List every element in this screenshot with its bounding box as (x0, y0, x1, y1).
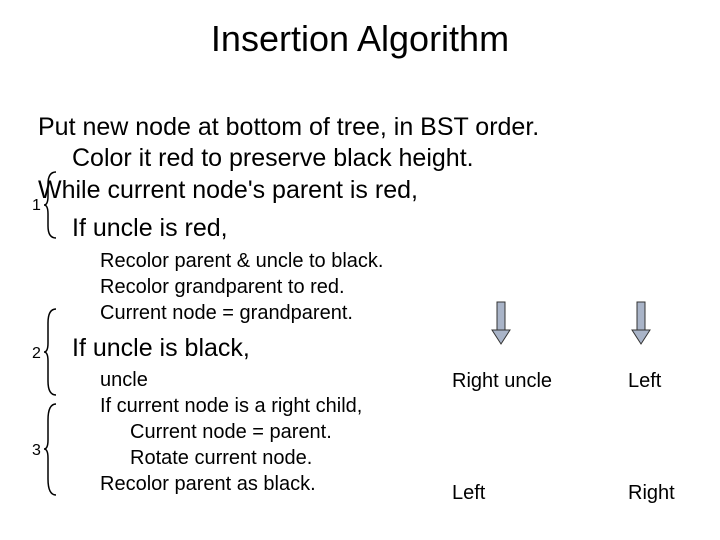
line-put-new-node: Put new node at bottom of tree, in BST o… (32, 112, 700, 143)
line-recolor-grandparent: Recolor grandparent to red. (32, 274, 700, 300)
arrow-down-1 (490, 300, 512, 346)
brace-3 (42, 402, 60, 497)
label-right-2: Right (628, 482, 675, 505)
label-left-2: Left (452, 482, 485, 505)
line-if-uncle-black: If uncle is black, (32, 332, 700, 365)
line-color-red: Color it red to preserve black height. (32, 143, 700, 174)
line-current-grandparent: Current node = grandparent. (32, 300, 700, 326)
brace-1 (42, 170, 60, 240)
page-title: Insertion Algorithm (0, 0, 720, 60)
line-current-parent: Current node = parent. (32, 419, 700, 445)
brace-2 (42, 307, 60, 397)
step-number-3: 3 (32, 442, 41, 460)
step-number-1: 1 (32, 197, 41, 215)
content-region: 1 2 3 Put new node at bottom of tree, in… (32, 112, 700, 497)
arrow-down-2 (630, 300, 652, 346)
line-if-right-child: If current node is a right child, (32, 393, 700, 419)
line-if-uncle-red: If uncle is red, (32, 212, 700, 245)
line-rotate-current: Rotate current node. (32, 445, 700, 471)
label-left-1: Left (628, 370, 661, 393)
label-right-uncle: Right uncle (452, 370, 552, 393)
line-while-parent-red: While current node's parent is red, (32, 175, 700, 206)
line-recolor-parent-black: Recolor parent as black. (32, 471, 700, 497)
step-number-2: 2 (32, 345, 41, 363)
line-recolor-parent-uncle: Recolor parent & uncle to black. (32, 248, 700, 274)
line-uncle-word: uncle (32, 367, 700, 393)
